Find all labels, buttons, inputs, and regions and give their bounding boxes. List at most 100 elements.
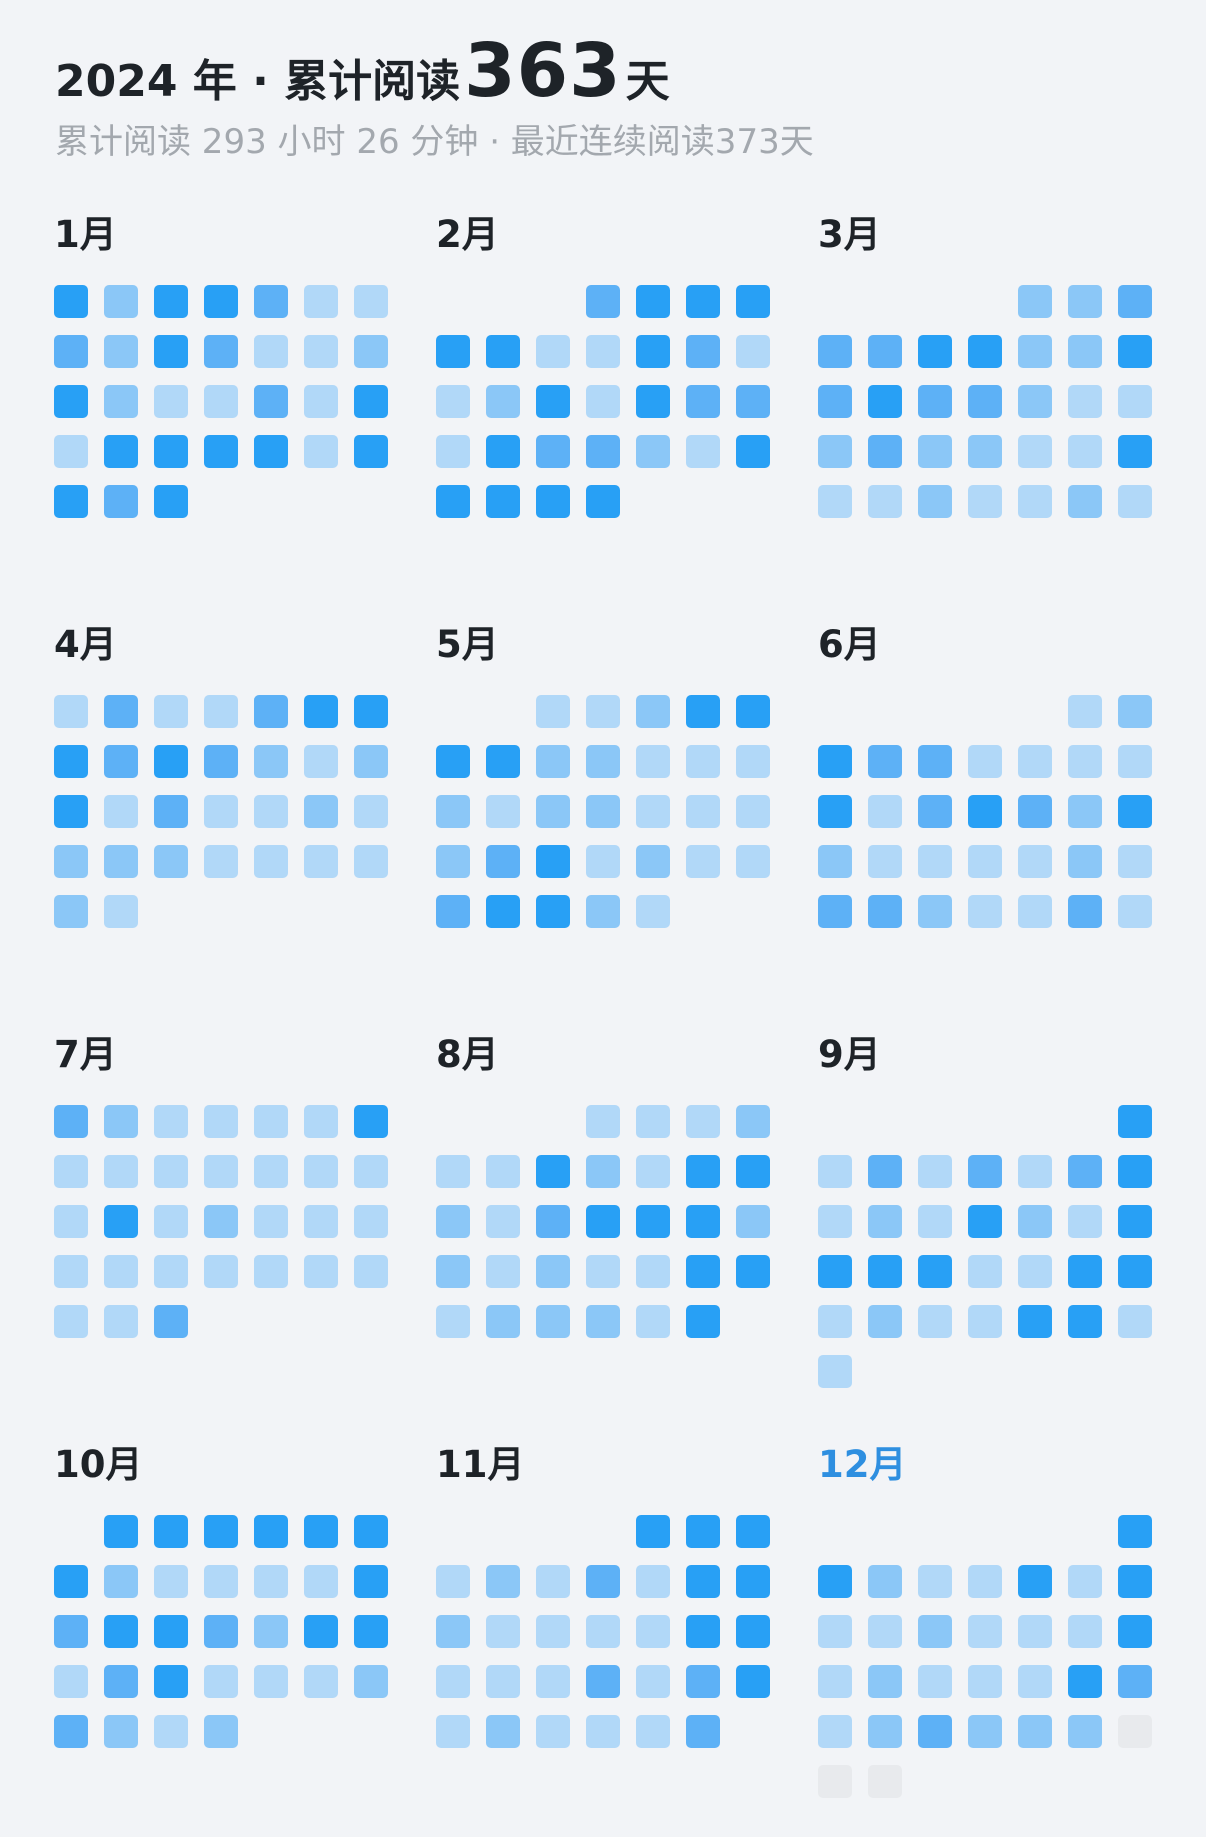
- day-cell[interactable]: [1018, 285, 1052, 318]
- day-cell[interactable]: [1018, 1615, 1052, 1648]
- day-cell[interactable]: [354, 845, 388, 878]
- day-cell[interactable]: [918, 385, 952, 418]
- day-cell[interactable]: [918, 1665, 952, 1698]
- day-cell[interactable]: [154, 1155, 188, 1188]
- day-cell[interactable]: [918, 1155, 952, 1188]
- day-cell[interactable]: [154, 1205, 188, 1238]
- day-cell[interactable]: [686, 845, 720, 878]
- day-cell[interactable]: [436, 1615, 470, 1648]
- day-cell[interactable]: [1068, 845, 1102, 878]
- day-cell[interactable]: [868, 335, 902, 368]
- day-cell[interactable]: [204, 745, 238, 778]
- day-cell[interactable]: [1018, 895, 1052, 928]
- day-cell[interactable]: [1018, 1665, 1052, 1698]
- day-cell[interactable]: [1068, 1155, 1102, 1188]
- day-cell[interactable]: [818, 1565, 852, 1598]
- day-cell[interactable]: [968, 1255, 1002, 1288]
- day-cell[interactable]: [868, 1715, 902, 1748]
- day-cell[interactable]: [586, 1615, 620, 1648]
- day-cell[interactable]: [636, 335, 670, 368]
- day-cell[interactable]: [918, 1305, 952, 1338]
- day-cell[interactable]: [1118, 745, 1152, 778]
- day-cell[interactable]: [154, 845, 188, 878]
- day-cell[interactable]: [104, 1155, 138, 1188]
- day-cell[interactable]: [1068, 1255, 1102, 1288]
- day-cell[interactable]: [1018, 385, 1052, 418]
- day-cell[interactable]: [736, 435, 770, 468]
- day-cell[interactable]: [586, 335, 620, 368]
- day-cell[interactable]: [686, 695, 720, 728]
- day-cell[interactable]: [736, 1515, 770, 1548]
- day-cell[interactable]: [1068, 1565, 1102, 1598]
- day-cell[interactable]: [104, 895, 138, 928]
- day-cell[interactable]: [918, 1205, 952, 1238]
- day-cell[interactable]: [586, 1305, 620, 1338]
- day-cell[interactable]: [818, 745, 852, 778]
- day-cell[interactable]: [736, 695, 770, 728]
- day-cell[interactable]: [586, 1715, 620, 1748]
- day-cell[interactable]: [54, 1615, 88, 1648]
- day-cell[interactable]: [818, 845, 852, 878]
- day-cell[interactable]: [1068, 1305, 1102, 1338]
- day-cell[interactable]: [736, 285, 770, 318]
- day-cell[interactable]: [204, 1205, 238, 1238]
- day-cell[interactable]: [1068, 385, 1102, 418]
- day-cell[interactable]: [204, 1715, 238, 1748]
- day-cell[interactable]: [254, 1155, 288, 1188]
- day-cell[interactable]: [54, 385, 88, 418]
- day-cell[interactable]: [154, 285, 188, 318]
- day-cell[interactable]: [486, 745, 520, 778]
- day-cell[interactable]: [818, 1205, 852, 1238]
- day-cell[interactable]: [354, 1665, 388, 1698]
- day-cell[interactable]: [154, 385, 188, 418]
- day-cell[interactable]: [354, 1255, 388, 1288]
- day-cell[interactable]: [968, 1205, 1002, 1238]
- day-cell[interactable]: [1018, 1155, 1052, 1188]
- day-cell[interactable]: [486, 1305, 520, 1338]
- day-cell[interactable]: [736, 1105, 770, 1138]
- day-cell[interactable]: [918, 845, 952, 878]
- day-cell[interactable]: [736, 1255, 770, 1288]
- day-cell[interactable]: [586, 435, 620, 468]
- day-cell[interactable]: [154, 795, 188, 828]
- day-cell[interactable]: [54, 1155, 88, 1188]
- day-cell[interactable]: [1018, 745, 1052, 778]
- day-cell[interactable]: [254, 1255, 288, 1288]
- day-cell[interactable]: [304, 1515, 338, 1548]
- day-cell[interactable]: [104, 695, 138, 728]
- day-cell[interactable]: [54, 435, 88, 468]
- day-cell[interactable]: [586, 745, 620, 778]
- day-cell[interactable]: [536, 435, 570, 468]
- day-cell[interactable]: [536, 385, 570, 418]
- day-cell[interactable]: [968, 1715, 1002, 1748]
- day-cell[interactable]: [686, 745, 720, 778]
- day-cell[interactable]: [1118, 1205, 1152, 1238]
- day-cell[interactable]: [918, 1615, 952, 1648]
- day-cell[interactable]: [54, 485, 88, 518]
- day-cell[interactable]: [486, 335, 520, 368]
- day-cell[interactable]: [736, 1615, 770, 1648]
- day-cell[interactable]: [536, 1255, 570, 1288]
- day-cell[interactable]: [586, 795, 620, 828]
- day-cell[interactable]: [154, 745, 188, 778]
- day-cell[interactable]: [818, 1765, 852, 1798]
- day-cell[interactable]: [204, 335, 238, 368]
- day-cell[interactable]: [968, 845, 1002, 878]
- day-cell[interactable]: [436, 1155, 470, 1188]
- day-cell[interactable]: [1118, 1105, 1152, 1138]
- day-cell[interactable]: [868, 435, 902, 468]
- day-cell[interactable]: [636, 1105, 670, 1138]
- day-cell[interactable]: [686, 1255, 720, 1288]
- day-cell[interactable]: [354, 1155, 388, 1188]
- day-cell[interactable]: [1118, 285, 1152, 318]
- day-cell[interactable]: [536, 895, 570, 928]
- day-cell[interactable]: [1068, 485, 1102, 518]
- day-cell[interactable]: [536, 695, 570, 728]
- day-cell[interactable]: [204, 1105, 238, 1138]
- day-cell[interactable]: [254, 795, 288, 828]
- day-cell[interactable]: [686, 1515, 720, 1548]
- day-cell[interactable]: [54, 795, 88, 828]
- day-cell[interactable]: [154, 695, 188, 728]
- day-cell[interactable]: [818, 795, 852, 828]
- day-cell[interactable]: [204, 795, 238, 828]
